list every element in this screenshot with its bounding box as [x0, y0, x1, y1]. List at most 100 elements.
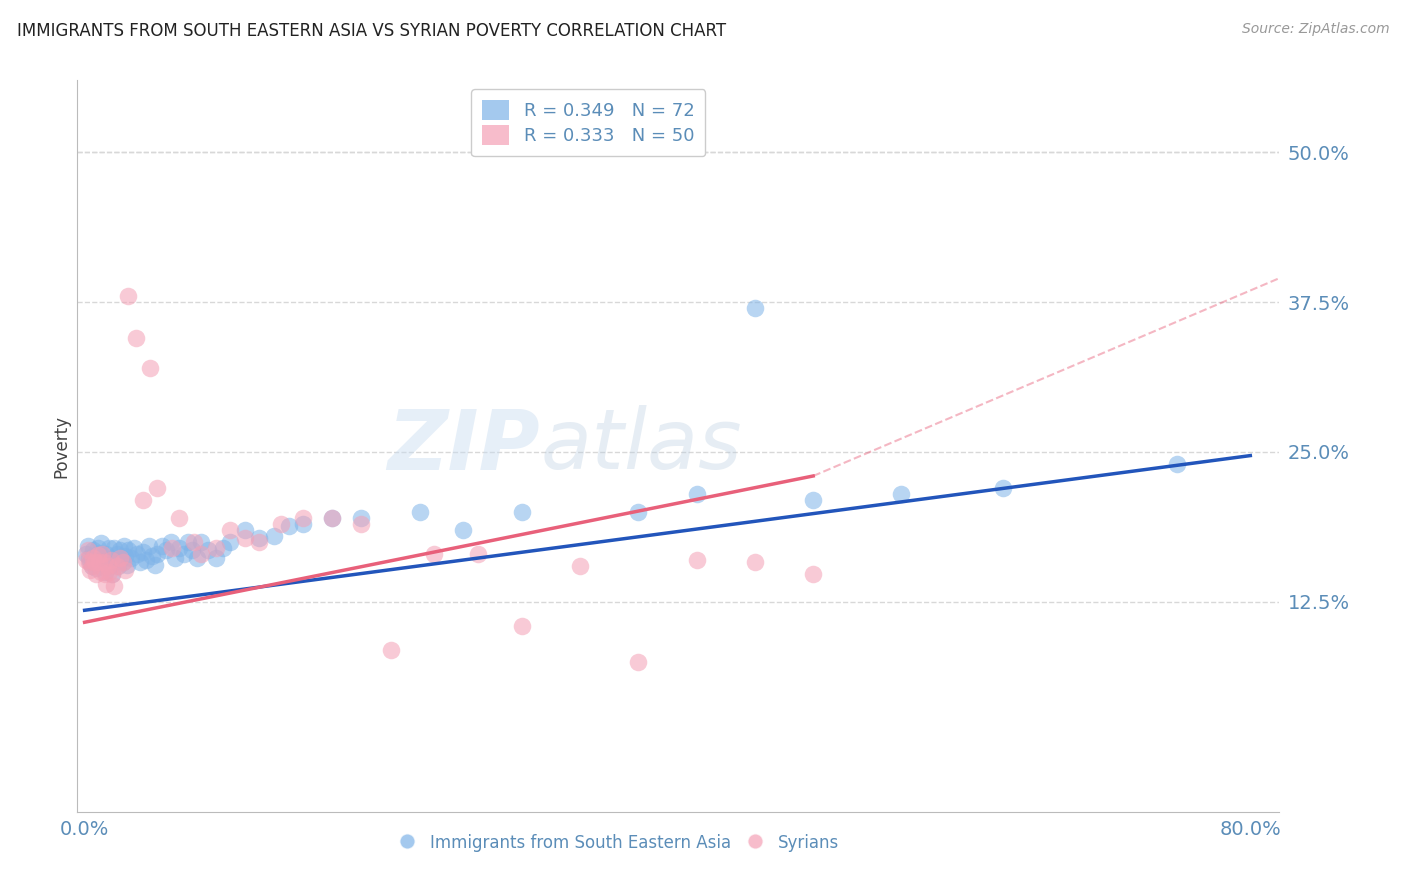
Point	[89, 555, 111, 569]
Point	[270, 516, 292, 531]
Point	[197, 543, 219, 558]
Point	[292, 511, 315, 525]
Text: ZIP: ZIP	[388, 406, 540, 486]
Point	[76, 539, 98, 553]
Point	[98, 565, 121, 579]
Point	[132, 492, 155, 507]
Point	[129, 555, 152, 569]
Point	[112, 539, 135, 553]
Point	[83, 553, 105, 567]
Point	[90, 565, 112, 579]
Point	[510, 619, 533, 633]
Point	[115, 558, 138, 572]
Point	[991, 481, 1014, 495]
Point	[105, 558, 128, 573]
Point	[90, 536, 112, 550]
Point	[120, 550, 142, 565]
Point	[143, 558, 166, 572]
Point	[744, 555, 766, 569]
Point	[93, 557, 115, 571]
Point	[105, 547, 128, 561]
Point	[87, 541, 110, 555]
Point	[321, 511, 343, 525]
Point	[510, 505, 533, 519]
Point	[169, 511, 191, 525]
Point	[79, 562, 101, 576]
Point	[627, 655, 650, 669]
Point	[467, 547, 489, 561]
Point	[146, 481, 169, 495]
Point	[98, 541, 121, 555]
Point	[111, 555, 134, 569]
Point	[204, 541, 226, 555]
Point	[321, 511, 343, 525]
Point	[97, 551, 120, 566]
Point	[80, 558, 103, 573]
Point	[453, 523, 475, 537]
Point	[139, 361, 162, 376]
Point	[100, 553, 122, 567]
Point	[173, 547, 195, 561]
Point	[190, 547, 212, 561]
Point	[744, 301, 766, 315]
Point	[190, 535, 212, 549]
Point	[135, 553, 157, 567]
Text: IMMIGRANTS FROM SOUTH EASTERN ASIA VS SYRIAN POVERTY CORRELATION CHART: IMMIGRANTS FROM SOUTH EASTERN ASIA VS SY…	[17, 22, 725, 40]
Point	[177, 535, 200, 549]
Point	[96, 547, 118, 561]
Point	[569, 558, 592, 573]
Point	[204, 550, 226, 565]
Point	[423, 547, 446, 561]
Point	[117, 289, 139, 303]
Point	[249, 532, 271, 546]
Point	[233, 532, 256, 546]
Point	[150, 539, 173, 553]
Point	[138, 539, 160, 553]
Point	[107, 558, 129, 573]
Point	[163, 550, 186, 565]
Point	[122, 541, 145, 555]
Legend: Immigrants from South Eastern Asia, Syrians: Immigrants from South Eastern Asia, Syri…	[391, 827, 846, 858]
Point	[91, 549, 114, 564]
Point	[125, 547, 148, 561]
Point	[80, 558, 103, 573]
Point	[75, 547, 97, 561]
Point	[101, 567, 124, 582]
Point	[114, 549, 136, 564]
Point	[96, 577, 118, 591]
Point	[77, 550, 100, 565]
Point	[103, 579, 125, 593]
Point	[159, 535, 181, 549]
Point	[84, 567, 107, 582]
Text: atlas: atlas	[540, 406, 742, 486]
Point	[87, 548, 110, 562]
Point	[114, 562, 136, 576]
Text: Source: ZipAtlas.com: Source: ZipAtlas.com	[1241, 22, 1389, 37]
Point	[89, 555, 111, 569]
Point	[1166, 457, 1188, 471]
Point	[801, 492, 824, 507]
Point	[249, 535, 271, 549]
Point	[292, 516, 315, 531]
Point	[685, 487, 707, 501]
Point	[124, 331, 146, 345]
Point	[108, 550, 131, 565]
Point	[890, 487, 912, 501]
Point	[132, 544, 155, 558]
Point	[94, 567, 117, 582]
Point	[91, 547, 114, 561]
Point	[82, 543, 104, 558]
Point	[219, 535, 242, 549]
Point	[233, 523, 256, 537]
Point	[93, 555, 115, 569]
Point	[94, 565, 117, 579]
Point	[183, 535, 205, 549]
Point	[108, 543, 131, 558]
Point	[350, 511, 373, 525]
Point	[75, 553, 97, 567]
Point	[146, 547, 169, 561]
Point	[685, 553, 707, 567]
Point	[82, 550, 104, 565]
Point	[155, 543, 177, 558]
Point	[160, 541, 183, 555]
